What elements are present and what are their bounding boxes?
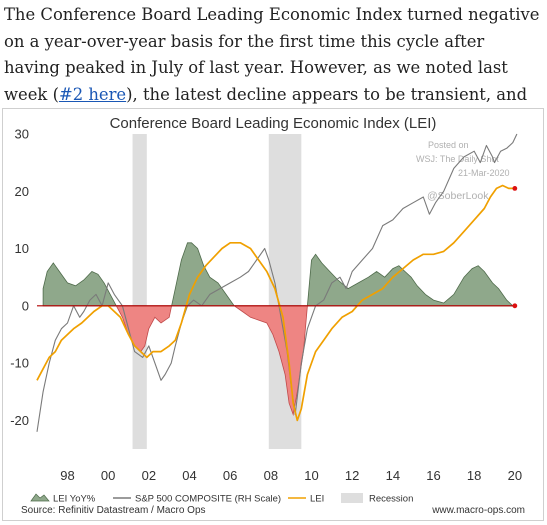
x-tick-label: 10 [304,468,318,483]
legend-swatch-box [341,493,363,503]
legend-label: S&P 500 COMPOSITE (RH Scale) [135,494,281,505]
legend-item-0: LEI YoY% [30,493,96,505]
x-tick-label: 00 [101,468,115,483]
x-tick-label: 04 [182,468,196,483]
source-note: Source: Refinitiv Datastream / Macro Ops [21,505,206,516]
legend: LEI YoY% S&P 500 COMPOSITE (RH Scale) LEI R… [30,493,413,505]
sp500-line [36,133,518,432]
recession-band-0 [132,134,147,449]
watermark: Posted on WSJ: The Daily Shot 21-Mar-202… [416,140,510,202]
y-tick-label: -20 [10,413,29,428]
x-tick-label: 18 [467,468,481,483]
x-tick-label: 20 [508,468,522,483]
site-url: www.macro-ops.com [431,505,525,516]
x-tick-label: 14 [386,468,400,483]
x-axis-ticks: 98 00 02 04 06 08 10 12 14 16 18 20 [60,468,522,483]
intro-link[interactable]: #2 here [58,84,127,104]
y-tick-label: 10 [15,241,29,256]
y-axis-ticks: 30 20 10 0 -10 -20 [10,127,29,428]
lei-yoy-end-marker [512,303,518,309]
x-tick-label: 98 [60,468,74,483]
legend-label: Recession [369,494,413,505]
x-tick-label: 08 [264,468,278,483]
x-tick-label: 16 [426,468,440,483]
x-tick-label: 06 [223,468,237,483]
y-tick-label: 0 [22,298,29,313]
watermark-line-1: Posted on [428,140,469,150]
zero-line [37,186,518,309]
lei-end-marker [512,186,518,191]
intro-text-1: The Conference Board Leading Economic In… [4,5,540,104]
legend-label: LEI YoY% [53,494,96,505]
watermark-handle: @SoberLook [427,190,489,202]
watermark-line-2: WSJ: The Daily Shot [416,154,499,164]
chart-title: Conference Board Leading Economic Index … [110,115,437,132]
x-tick-label: 12 [345,468,359,483]
legend-item-3: Recession [341,493,413,505]
y-tick-label: 30 [15,127,29,142]
y-tick-label: 20 [15,184,29,199]
legend-item-2: LEI [288,494,324,505]
legend-item-1: S&P 500 COMPOSITE (RH Scale) [113,494,281,505]
legend-label: LEI [310,494,324,505]
watermark-line-3: 21-Mar-2020 [458,168,510,178]
chart-container: Conference Board Leading Economic Index … [2,108,544,521]
x-tick-label: 02 [142,468,156,483]
lei-chart: Conference Board Leading Economic Index … [10,115,525,516]
y-tick-label: -10 [10,356,29,371]
legend-swatch-area [30,493,50,502]
